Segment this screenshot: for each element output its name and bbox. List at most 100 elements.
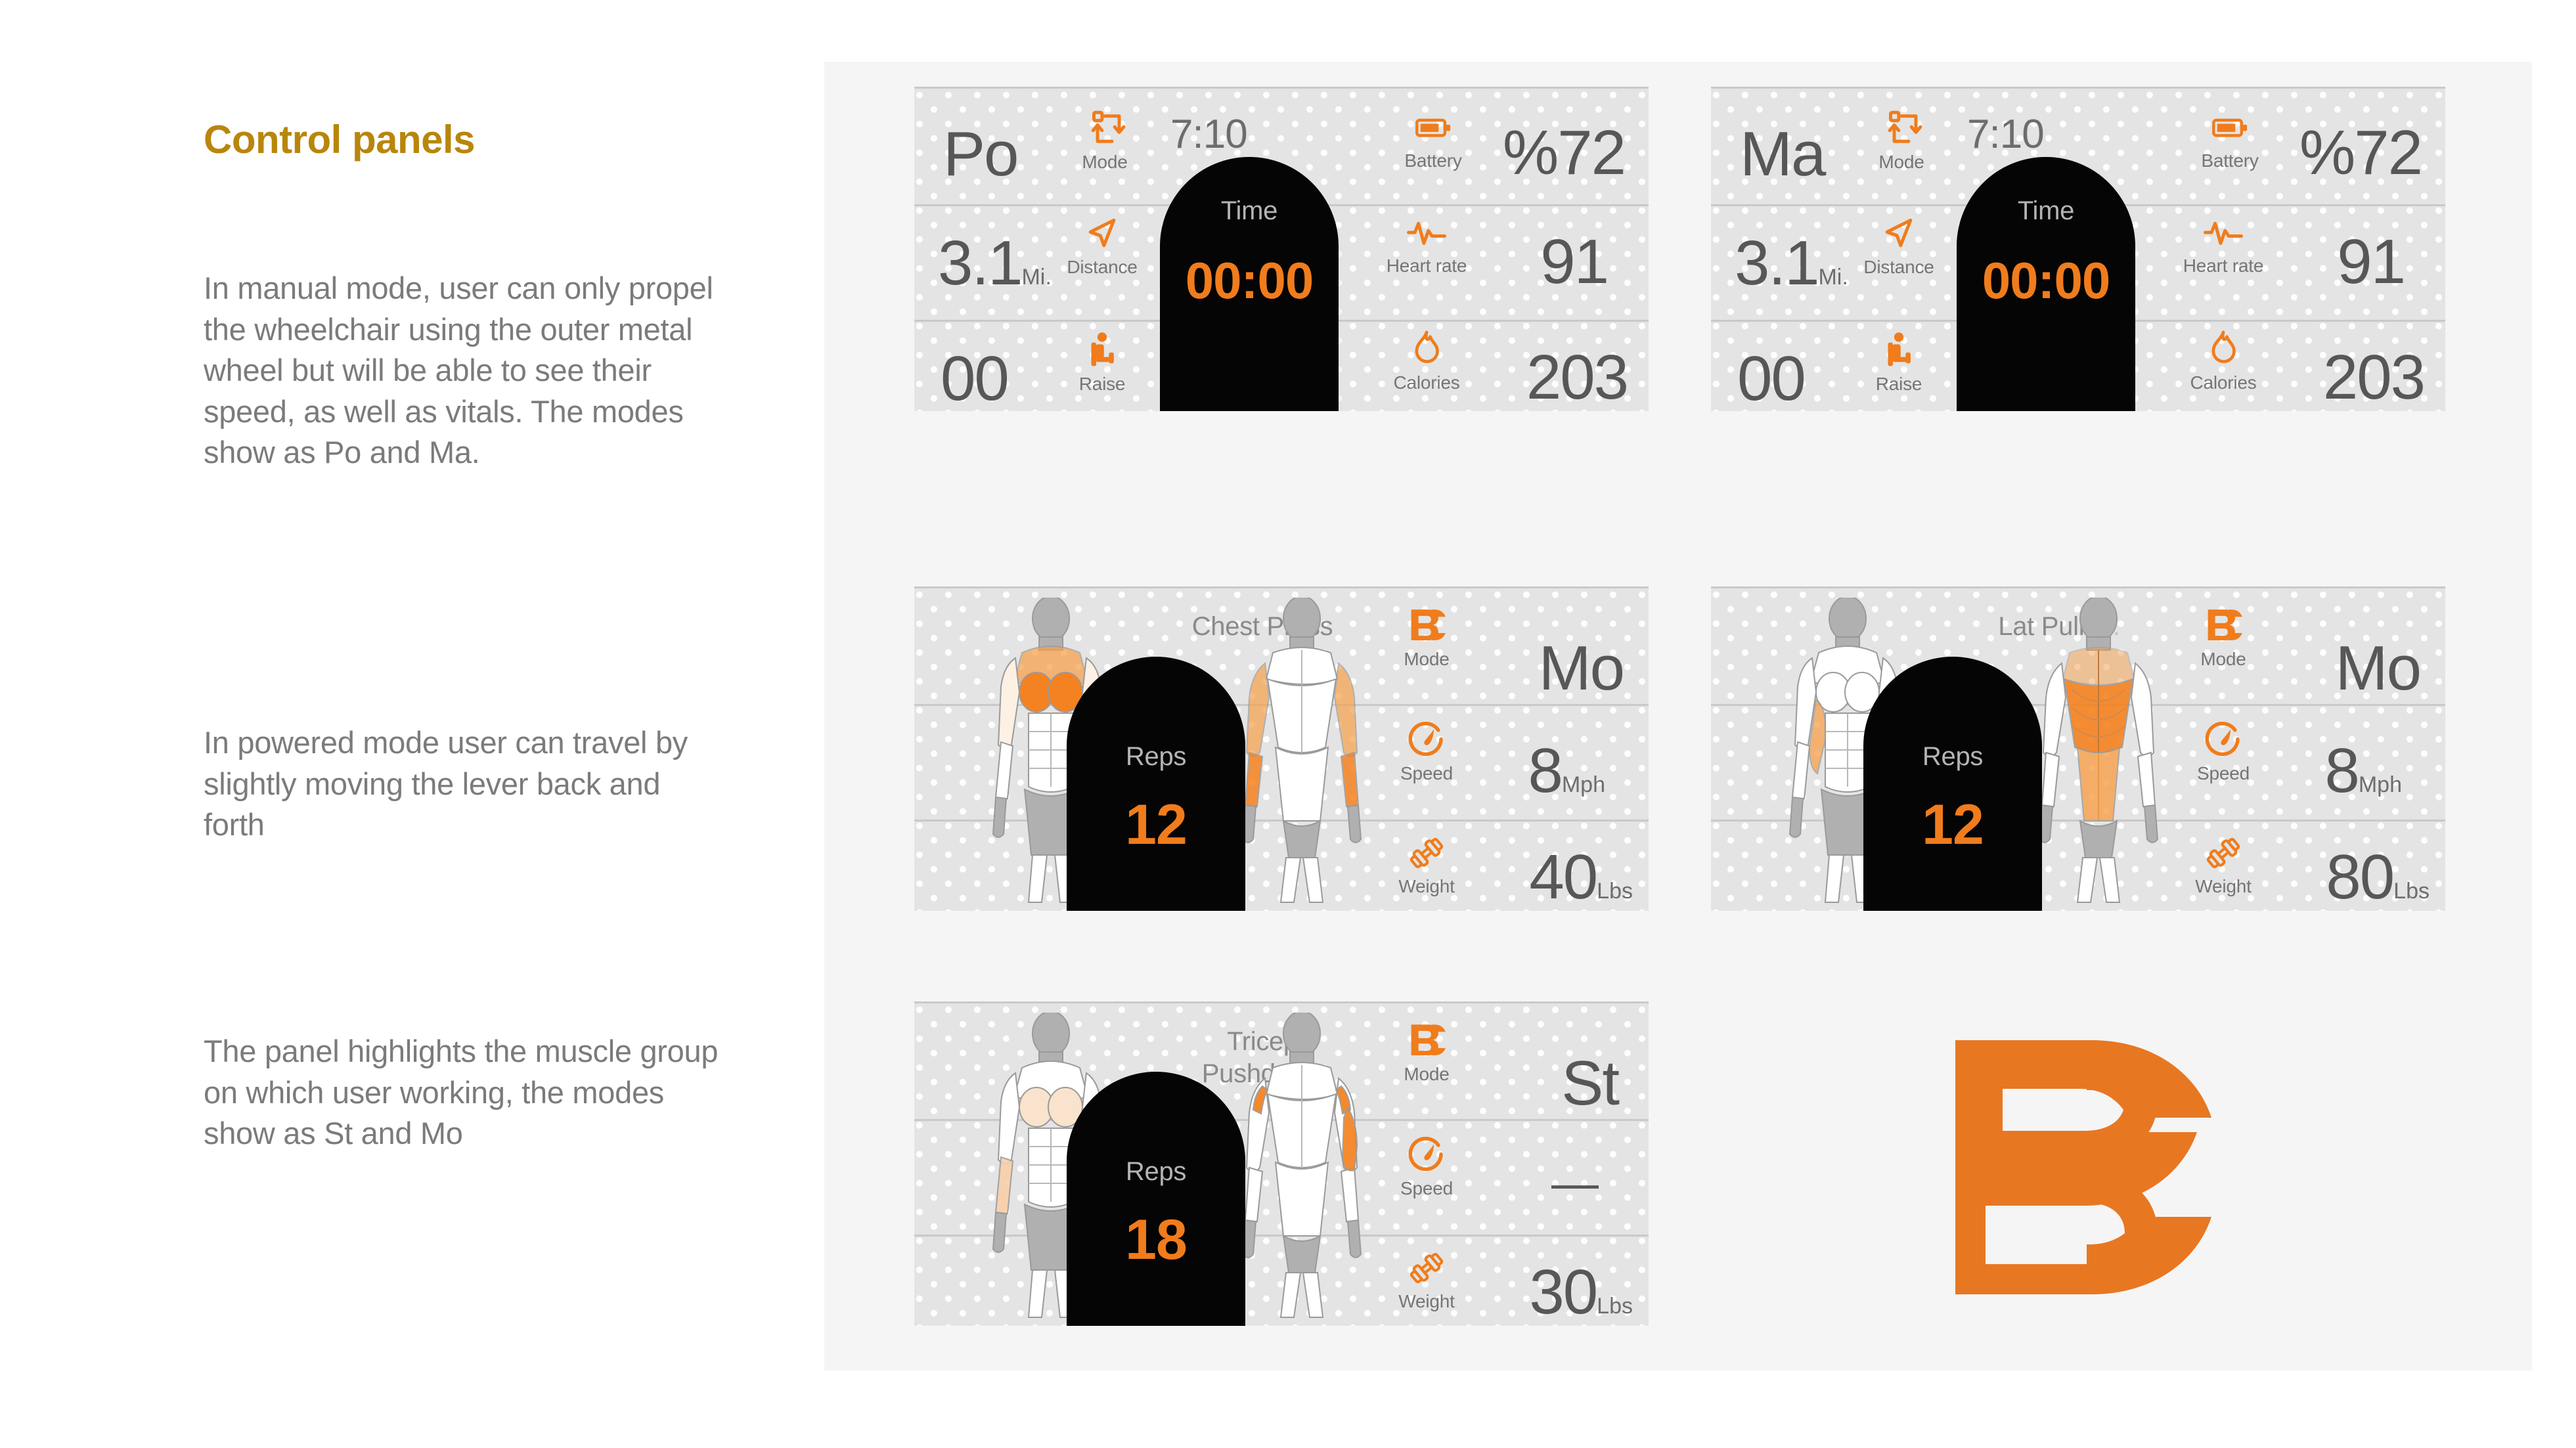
calories-label: Calories xyxy=(1393,372,1460,393)
anatomy-back-figure xyxy=(1241,1013,1362,1318)
speed-number: 8 xyxy=(1528,735,1563,806)
mode-indicator: Mode xyxy=(2164,604,2282,670)
left-text-column: Control panels xyxy=(204,118,722,162)
speed-value: 8Mph xyxy=(2324,739,2402,802)
mode-indicator: Mode xyxy=(1367,1019,1486,1085)
exercise-title-main: Lat Pull xyxy=(1998,612,2085,641)
mode-indicator: Mode xyxy=(1367,604,1486,670)
heart-rate-icon xyxy=(2204,221,2243,245)
calories-label: Calories xyxy=(2190,372,2257,393)
battery-value: %72 xyxy=(1502,118,1626,188)
flame-calories-icon xyxy=(1415,330,1439,363)
weight-label: Weight xyxy=(1398,1291,1455,1311)
weight-number: 40 xyxy=(1529,842,1598,911)
pod-value: 00:00 xyxy=(1982,252,2110,309)
speed-indicator: Speed xyxy=(1367,1133,1486,1199)
bc-logo xyxy=(1955,1040,2211,1294)
pod-value: 12 xyxy=(1922,793,1984,856)
speed-gauge-icon xyxy=(1408,722,1443,757)
reps-pod: Reps 18 xyxy=(1067,1072,1245,1326)
calories-value: 203 xyxy=(1526,342,1629,411)
weight-indicator: Weight xyxy=(1367,831,1486,897)
speed-unit: Mph xyxy=(1561,772,1605,797)
heart-rate-value: 91 xyxy=(2337,227,2406,297)
clock-readout: 7:10 xyxy=(1967,112,2045,157)
distance-label: Distance xyxy=(1863,257,1934,277)
powered-mode-panel[interactable]: 7:10 Mode Battery Po %72 Distance xyxy=(914,87,1649,411)
pod-value: 00:00 xyxy=(1185,252,1314,309)
anatomy-back-figure xyxy=(1241,598,1362,903)
speed-indicator: Speed xyxy=(2164,718,2282,784)
dumbbell-weight-icon xyxy=(1410,837,1444,869)
heart-rate-value: 91 xyxy=(1540,227,1609,297)
distance-number: 3.1 xyxy=(938,228,1023,298)
speed-number: — xyxy=(1551,1157,1599,1210)
distance-value: 3.1Mi. xyxy=(1735,232,1848,295)
flame-calories-icon xyxy=(2211,330,2236,363)
mode-label: Mode xyxy=(1878,152,1924,172)
battery-indicator: Battery xyxy=(2171,106,2289,171)
raise-indicator: Raise xyxy=(1043,329,1161,395)
heart-rate-icon xyxy=(1407,221,1446,245)
bc-mode-icon xyxy=(1411,1024,1446,1055)
raise-label: Raise xyxy=(1078,374,1126,394)
raise-value: 00 xyxy=(941,343,1010,411)
speed-gauge-icon xyxy=(2205,722,2240,757)
pod-label: Reps xyxy=(1125,1157,1187,1186)
speed-indicator: Speed xyxy=(1367,718,1486,784)
weight-unit: Lbs xyxy=(1597,879,1633,904)
tricep-pushdown-panel[interactable]: Tricep Pushdown Mode St Speed — xyxy=(914,1001,1649,1326)
speed-value: — xyxy=(1551,1157,1599,1210)
distance-value: 3.1Mi. xyxy=(938,232,1052,295)
battery-indicator: Battery xyxy=(1374,106,1492,171)
weight-number: 80 xyxy=(2326,842,2395,911)
reps-pod: Reps 12 xyxy=(1863,657,2042,911)
lat-pulldown-panel[interactable]: Lat Pulld... Mode Mo Speed 8Mph xyxy=(1711,586,2445,911)
speed-number: 8 xyxy=(2324,735,2359,806)
row-divider xyxy=(914,820,1649,822)
heart-rate-label: Heart rate xyxy=(1386,255,1467,276)
row-divider xyxy=(914,1235,1649,1237)
chest-press-panel[interactable]: Chest Press Mode Mo Speed 8Mph xyxy=(914,586,1649,911)
calories-indicator: Calories xyxy=(1367,328,1486,393)
weight-value: 30Lbs xyxy=(1529,1261,1633,1324)
time-pod: Time 00:00 xyxy=(1957,157,2135,411)
anatomy-front-figure xyxy=(992,1013,1110,1318)
row-divider xyxy=(1711,820,2445,822)
bc-mode-icon xyxy=(2208,609,2242,640)
raise-indicator: Raise xyxy=(1840,329,1958,395)
description-paragraph-muscle-highlight: The panel highlights the muscle group on… xyxy=(204,1034,719,1151)
description-paragraph-powered-mode: In powered mode user can travel by sligh… xyxy=(204,725,688,842)
mode-value: Mo xyxy=(1538,633,1625,703)
raise-label: Raise xyxy=(1875,374,1922,394)
distance-indicator: Distance xyxy=(1840,212,1958,278)
pod-value: 12 xyxy=(1125,793,1188,856)
distance-number: 3.1 xyxy=(1735,228,1819,298)
battery-label: Battery xyxy=(1404,150,1462,171)
bc-mode-icon xyxy=(1411,609,1446,640)
battery-icon xyxy=(2212,118,2248,137)
navigation-arrow-icon xyxy=(1885,218,1913,248)
swap-mode-icon xyxy=(1888,110,1922,143)
weight-label: Weight xyxy=(1398,876,1455,896)
weight-value: 40Lbs xyxy=(1529,846,1633,909)
speed-label: Speed xyxy=(2197,763,2250,783)
weight-unit: Lbs xyxy=(2393,879,2430,904)
raise-value: 00 xyxy=(1737,343,1806,411)
dumbbell-weight-icon xyxy=(2206,837,2240,869)
distance-indicator: Distance xyxy=(1043,212,1161,278)
distance-label: Distance xyxy=(1067,257,1138,277)
page-title: Control panels xyxy=(204,118,476,162)
speed-value: 8Mph xyxy=(1528,739,1605,802)
weight-unit: Lbs xyxy=(1597,1294,1633,1319)
heart-rate-indicator: Heart rate xyxy=(1367,211,1486,276)
mode-label: Mode xyxy=(1082,152,1128,172)
battery-value: %72 xyxy=(2299,118,2423,188)
swap-mode-icon xyxy=(1091,110,1126,143)
battery-icon xyxy=(1415,118,1451,137)
manual-mode-panel[interactable]: 7:10 Mode Battery Ma %72 Distance xyxy=(1711,87,2445,411)
mode-value: Po xyxy=(943,119,1019,189)
mode-label: Mode xyxy=(1404,649,1450,669)
mode-label: Mode xyxy=(2200,649,2246,669)
speed-label: Speed xyxy=(1400,763,1453,783)
